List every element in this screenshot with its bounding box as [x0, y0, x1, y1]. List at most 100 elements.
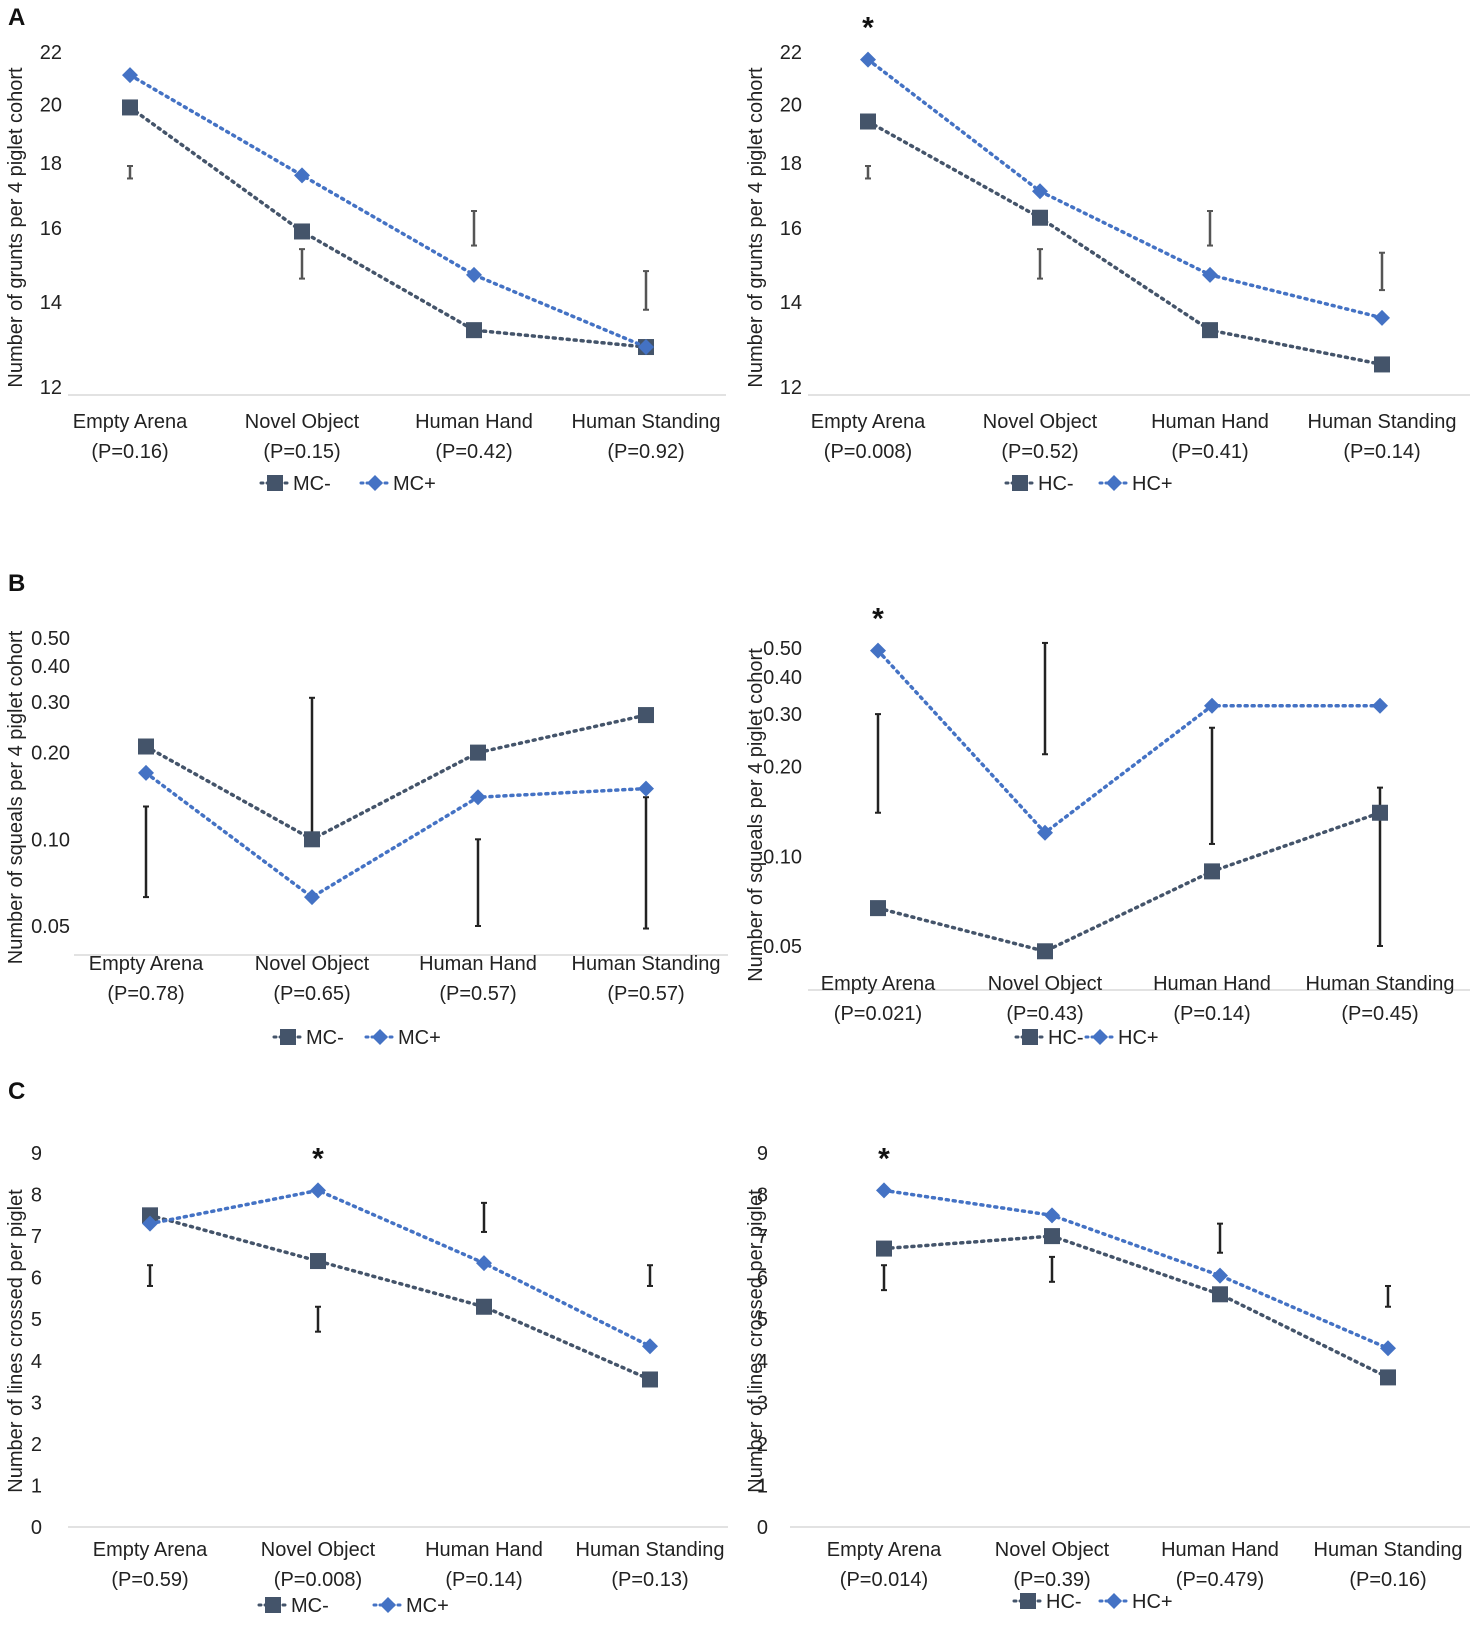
y-tick-label: 0.20 — [763, 757, 802, 779]
y-tick-label: 12 — [40, 377, 62, 399]
legend-marker — [367, 475, 383, 491]
y-tick-label: 18 — [40, 153, 62, 175]
x-pvalue-label: (P=0.16) — [91, 441, 168, 463]
data-point-MC- — [138, 738, 154, 755]
y-tick-label: 0.05 — [31, 916, 70, 938]
y-tick-label: 5 — [31, 1309, 42, 1331]
series-line-MC- — [128, 105, 648, 349]
y-tick-label: 20 — [40, 95, 62, 117]
x-category-label: Human Hand — [1161, 1539, 1279, 1561]
data-point-MC- — [294, 223, 310, 240]
data-point-MC- — [304, 831, 320, 848]
y-tick-label: 9 — [31, 1143, 42, 1165]
x-category-label: Human Hand — [425, 1539, 543, 1561]
x-category-label: Human Standing — [1306, 973, 1455, 995]
y-tick-label: 22 — [780, 42, 802, 64]
legend-marker — [372, 1029, 388, 1045]
y-axis-label: Number of squeals per 4 piglet cohort — [5, 630, 27, 964]
x-pvalue-label: (P=0.014) — [840, 1569, 928, 1591]
series-line-HC- — [866, 119, 1384, 367]
y-tick-label: 0.05 — [763, 936, 802, 958]
data-point-HC- — [860, 113, 876, 130]
y-tick-label: 22 — [40, 42, 62, 64]
x-pvalue-label: (P=0.78) — [107, 983, 184, 1005]
data-point-MC+ — [642, 1338, 658, 1355]
y-tick-label: 14 — [780, 292, 802, 314]
series-line-MC+ — [128, 73, 648, 349]
data-point-HC+ — [1204, 697, 1220, 714]
series-line-HC+ — [876, 648, 1382, 836]
data-point-HC+ — [1374, 309, 1390, 326]
x-category-label: Human Standing — [576, 1539, 725, 1561]
legend-marker — [280, 1029, 296, 1045]
y-tick-label: 16 — [40, 218, 62, 240]
x-pvalue-label: (P=0.16) — [1349, 1569, 1426, 1591]
y-tick-label: 3 — [757, 1392, 768, 1414]
data-point-HC- — [1212, 1286, 1228, 1303]
x-category-label: Empty Arena — [821, 973, 936, 995]
legend-label: MC- — [291, 1595, 329, 1617]
x-pvalue-label: (P=0.59) — [111, 1569, 188, 1591]
y-tick-label: 0.20 — [31, 743, 70, 765]
legend-label: HC+ — [1132, 1591, 1173, 1613]
x-pvalue-label: (P=0.14) — [445, 1569, 522, 1591]
y-tick-label: 2 — [757, 1434, 768, 1456]
data-point-HC- — [876, 1240, 892, 1257]
x-pvalue-label: (P=0.42) — [435, 441, 512, 463]
data-point-MC+ — [304, 889, 320, 906]
significance-star: * — [312, 1142, 324, 1175]
series-line-MC+ — [144, 771, 648, 900]
y-tick-label: 4 — [757, 1351, 768, 1373]
series-line-HC+ — [866, 57, 1384, 320]
legend-label: HC+ — [1118, 1027, 1159, 1049]
legend-label: MC+ — [393, 473, 436, 495]
y-tick-label: 7 — [757, 1226, 768, 1248]
legend-label: HC- — [1048, 1027, 1084, 1049]
x-pvalue-label: (P=0.479) — [1176, 1569, 1264, 1591]
x-category-label: Novel Object — [988, 973, 1103, 995]
x-category-label: Human Standing — [572, 411, 721, 433]
x-category-label: Empty Arena — [93, 1539, 208, 1561]
y-tick-label: 0.30 — [31, 692, 70, 714]
x-pvalue-label: (P=0.14) — [1343, 441, 1420, 463]
data-point-HC+ — [1044, 1207, 1060, 1224]
y-tick-label: 14 — [40, 292, 62, 314]
x-category-label: Human Hand — [1153, 973, 1271, 995]
legend-marker — [1022, 1029, 1038, 1045]
y-tick-label: 5 — [757, 1309, 768, 1331]
data-point-HC- — [1202, 322, 1218, 339]
x-category-label: Human Standing — [1308, 411, 1457, 433]
x-pvalue-label: (P=0.92) — [607, 441, 684, 463]
panel-letter-b: B — [8, 570, 26, 597]
legend-label: MC+ — [398, 1027, 441, 1049]
chart-A-left: 12 14 16 18 20 22 Number of grunts per 4 pigle… — [5, 42, 726, 495]
data-point-MC- — [638, 707, 654, 724]
y-tick-label: 0.50 — [31, 628, 70, 650]
data-point-MC+ — [638, 339, 654, 356]
y-tick-label: 0.40 — [31, 656, 70, 678]
data-point-HC+ — [1032, 183, 1048, 200]
series-line-HC+ — [882, 1188, 1390, 1351]
legend-marker — [380, 1597, 396, 1613]
y-axis-label: Number of lines crossed per piglet — [5, 1189, 27, 1493]
x-pvalue-label: (P=0.15) — [263, 441, 340, 463]
y-axis-label: Number of lines crossed per piglet — [745, 1189, 767, 1493]
y-tick-label: 0.10 — [31, 829, 70, 851]
y-tick-label: 0 — [31, 1517, 42, 1539]
y-tick-label: 12 — [780, 377, 802, 399]
significance-star: * — [878, 1142, 890, 1175]
data-point-MC- — [142, 1207, 158, 1224]
legend-marker — [1106, 475, 1122, 491]
x-category-label: Novel Object — [255, 953, 370, 975]
x-category-label: Human Hand — [1151, 411, 1269, 433]
panel-letter-c: C — [8, 1078, 26, 1105]
data-point-HC+ — [1212, 1267, 1228, 1284]
data-point-HC- — [1037, 943, 1053, 960]
data-point-HC+ — [1037, 824, 1053, 841]
y-tick-label: 0 — [757, 1517, 768, 1539]
legend-marker — [1092, 1029, 1108, 1045]
data-point-HC- — [1374, 356, 1390, 373]
data-point-MC+ — [466, 266, 482, 283]
